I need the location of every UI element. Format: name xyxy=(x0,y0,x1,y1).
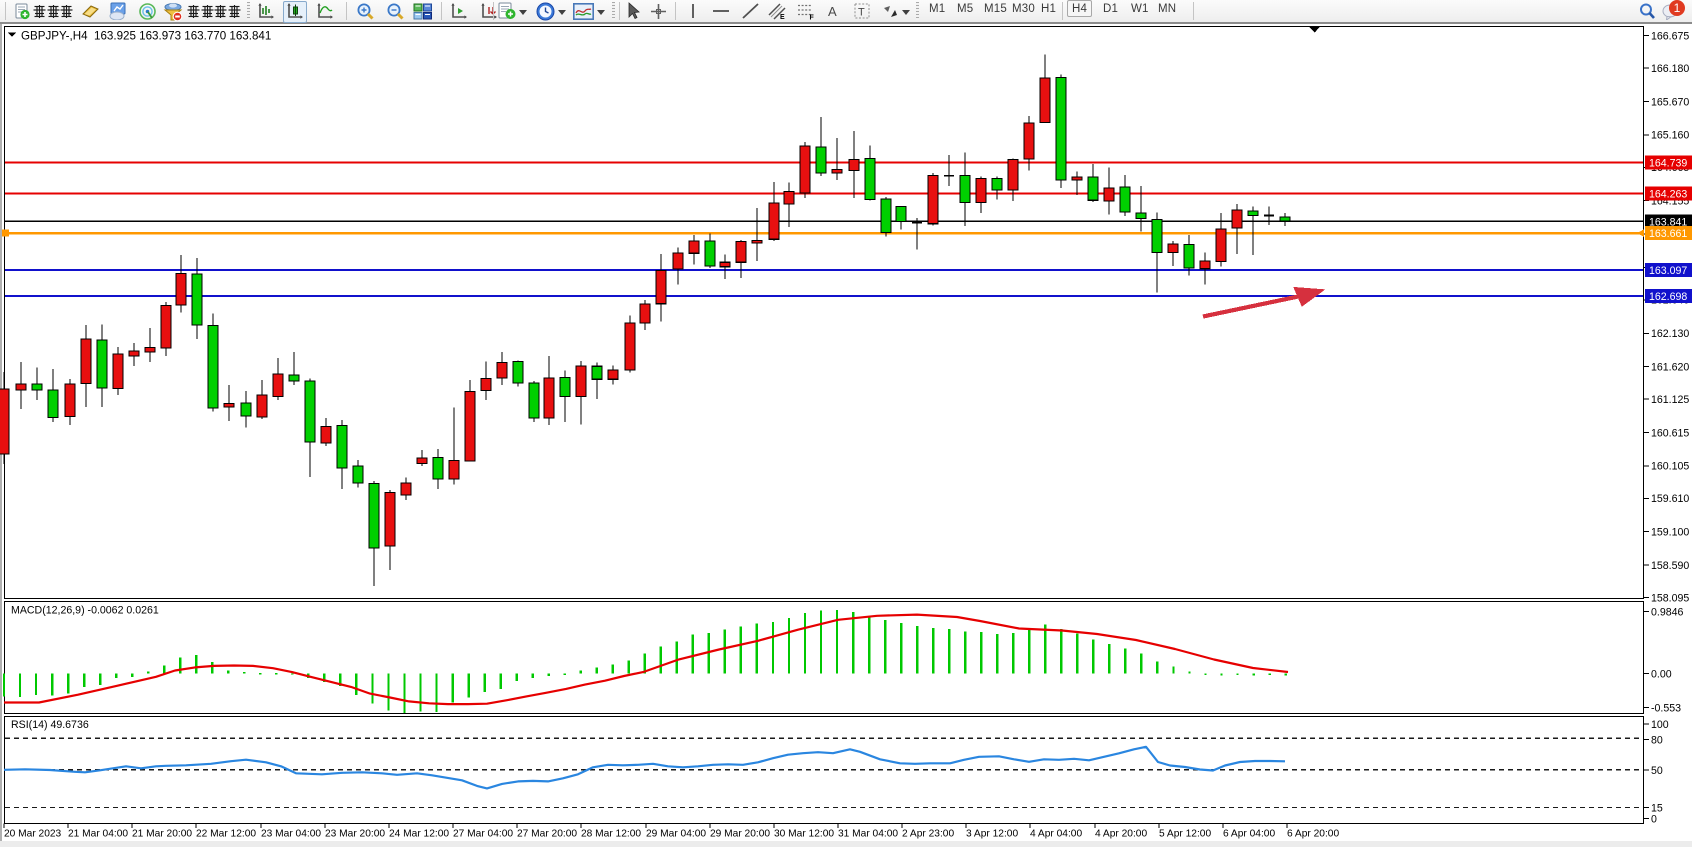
svg-text:29 Mar 04:00: 29 Mar 04:00 xyxy=(646,829,706,840)
svg-text:MACD(12,26,9) -0.0062 0.0261: MACD(12,26,9) -0.0062 0.0261 xyxy=(11,605,159,617)
svg-text:100: 100 xyxy=(1651,719,1669,731)
svg-text:163.841: 163.841 xyxy=(1649,216,1687,228)
svg-text:164.739: 164.739 xyxy=(1649,158,1687,170)
svg-text:22 Mar 12:00: 22 Mar 12:00 xyxy=(196,829,256,840)
svg-text:21 Mar 04:00: 21 Mar 04:00 xyxy=(68,829,128,840)
svg-text:23 Mar 20:00: 23 Mar 20:00 xyxy=(325,829,385,840)
svg-text:165.160: 165.160 xyxy=(1651,130,1689,142)
svg-text:RSI(14) 49.6736: RSI(14) 49.6736 xyxy=(11,719,89,731)
svg-text:161.620: 161.620 xyxy=(1651,362,1689,374)
svg-text:166.180: 166.180 xyxy=(1651,63,1689,75)
svg-text:T: T xyxy=(858,7,865,19)
svg-text:163.661: 163.661 xyxy=(1649,228,1687,240)
svg-text:2 Apr 23:00: 2 Apr 23:00 xyxy=(902,829,954,840)
svg-text:162.698: 162.698 xyxy=(1649,291,1687,303)
svg-text:50: 50 xyxy=(1651,765,1663,777)
svg-text:-0.553: -0.553 xyxy=(1651,702,1681,714)
svg-text:GBPJPY-,H4 163.925 163.973 16: GBPJPY-,H4 163.925 163.973 163.770 163.8… xyxy=(21,30,271,43)
svg-text:0: 0 xyxy=(1651,813,1657,825)
svg-text:159.610: 159.610 xyxy=(1651,493,1689,505)
svg-text:F: F xyxy=(810,14,815,20)
svg-text:15: 15 xyxy=(1651,802,1663,814)
svg-text:21 Mar 20:00: 21 Mar 20:00 xyxy=(132,829,192,840)
svg-text:160.105: 160.105 xyxy=(1651,461,1689,473)
svg-text:28 Mar 12:00: 28 Mar 12:00 xyxy=(581,829,641,840)
svg-text:166.675: 166.675 xyxy=(1651,31,1689,43)
svg-text:29 Mar 20:00: 29 Mar 20:00 xyxy=(710,829,770,840)
svg-text:27 Mar 04:00: 27 Mar 04:00 xyxy=(453,829,513,840)
svg-text:80: 80 xyxy=(1651,734,1663,746)
svg-text:27 Mar 20:00: 27 Mar 20:00 xyxy=(517,829,577,840)
svg-text:158.590: 158.590 xyxy=(1651,560,1689,572)
svg-text:164.263: 164.263 xyxy=(1649,189,1687,201)
svg-text:6 Apr 04:00: 6 Apr 04:00 xyxy=(1223,829,1275,840)
svg-text:4 Apr 20:00: 4 Apr 20:00 xyxy=(1095,829,1147,840)
svg-text:0.00: 0.00 xyxy=(1651,668,1672,680)
svg-text:161.125: 161.125 xyxy=(1651,394,1689,406)
svg-text:5 Apr 12:00: 5 Apr 12:00 xyxy=(1159,829,1211,840)
svg-text:E: E xyxy=(780,14,785,20)
svg-text:165.670: 165.670 xyxy=(1651,96,1689,108)
svg-text:24 Mar 12:00: 24 Mar 12:00 xyxy=(389,829,449,840)
svg-text:31 Mar 04:00: 31 Mar 04:00 xyxy=(838,829,898,840)
svg-text:0.9846: 0.9846 xyxy=(1651,606,1684,618)
svg-text:159.100: 159.100 xyxy=(1651,527,1689,539)
svg-text:162.130: 162.130 xyxy=(1651,328,1689,340)
svg-text:4 Apr 04:00: 4 Apr 04:00 xyxy=(1030,829,1082,840)
svg-text:163.097: 163.097 xyxy=(1649,265,1687,277)
svg-text:158.095: 158.095 xyxy=(1651,592,1689,604)
svg-text:160.615: 160.615 xyxy=(1651,427,1689,439)
svg-text:3 Apr 12:00: 3 Apr 12:00 xyxy=(966,829,1018,840)
svg-text:6 Apr 20:00: 6 Apr 20:00 xyxy=(1287,829,1339,840)
svg-text:A: A xyxy=(828,4,837,18)
svg-text:23 Mar 04:00: 23 Mar 04:00 xyxy=(261,829,321,840)
svg-text:30 Mar 12:00: 30 Mar 12:00 xyxy=(774,829,834,840)
svg-text:20 Mar 2023: 20 Mar 2023 xyxy=(4,829,62,840)
